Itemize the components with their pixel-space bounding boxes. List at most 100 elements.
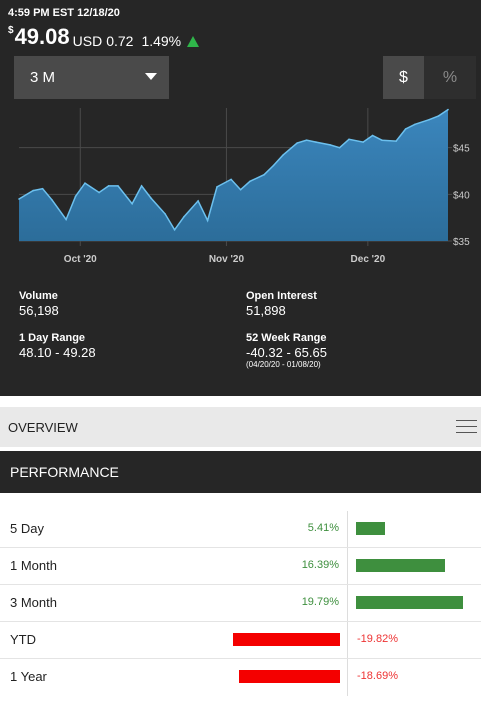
chart-data-point [428,118,430,121]
performance-row-value: 5.41% [307,522,339,534]
overview-title: OVERVIEW [8,419,78,435]
chart-data-point [230,178,232,181]
stat-52-week-value: -40.32 - 65.65 [246,345,327,360]
hamburger-menu-icon[interactable] [456,420,477,435]
chart-data-point [183,215,185,218]
price-chart[interactable]: Oct '20 Nov '20 Dec '20 $35 $40 $45 [0,100,481,270]
performance-row: YTD -19.82% [0,622,481,659]
range-select-value: 3 M [30,69,56,86]
chart-data-point [107,185,110,187]
stat-volume-label: Volume [19,290,58,302]
chart-data-point [164,213,166,215]
performance-row-label: YTD [10,632,36,647]
chart-data-point [41,187,44,190]
performance-bar [356,522,386,535]
performance-bar [239,670,340,683]
performance-row-value: -18.69% [357,670,398,682]
chart-data-point [197,200,199,202]
chart-data-point [249,180,251,183]
currency-symbol: $ [8,25,14,36]
performance-row: 1 Month 16.39% [0,548,481,585]
stat-day-range-value: 48.10 - 49.28 [19,345,96,360]
stat-52-week-range: 52 Week Range -40.32 - 65.65 (04/20/20 -… [246,332,327,370]
performance-column-divider [347,585,348,622]
stat-52-week-dates: (04/20/20 - 01/08/20) [246,360,321,369]
performance-row: 1 Year -18.69% [0,659,481,696]
stat-open-interest-label: Open Interest [246,290,317,302]
stat-volume-value: 56,198 [19,303,59,318]
chart-data-point [65,218,67,221]
performance-bar [356,596,463,609]
chart-data-point [98,191,100,194]
chart-data-point [173,229,176,231]
performance-header: PERFORMANCE [0,451,481,493]
performance-bar [233,633,340,646]
performance-row: 3 Month 19.79% [0,585,481,622]
chart-x-tick-label: Dec '20 [351,254,386,265]
chart-data-point [272,164,275,167]
stat-52-week-label: 52 Week Range [246,332,327,344]
chart-data-point [140,185,143,187]
chart-data-point [51,199,53,201]
chart-data-point [362,141,364,143]
performance-row-value: 19.79% [301,596,339,608]
chart-data-point [263,173,265,176]
chart-data-point [282,154,284,156]
price-row: $ 49.08 USD 0.72 1.49% [8,24,200,50]
performance-column-divider [347,511,348,548]
chart-data-point [447,108,449,111]
chart-data-point [395,140,397,142]
last-price: 49.08 [14,24,70,49]
unit-toggle-dollar[interactable]: $ [383,56,424,99]
chart-data-point [315,141,317,143]
performance-row-divider [0,658,481,659]
range-select[interactable]: 3 M [14,56,169,99]
chart-data-point [74,195,77,197]
quote-timestamp: 4:59 PM EST 12/18/20 [8,7,120,19]
unit-toggle-percent[interactable]: % [424,56,476,99]
chart-data-point [414,123,416,126]
chart-data-point [296,142,298,144]
chart-data-point [305,139,308,141]
chart-x-tick-label: Nov '20 [209,254,245,265]
chart-data-point [404,128,407,130]
stat-open-interest-value: 51,898 [246,303,286,318]
stat-open-interest: Open Interest 51,898 [246,290,317,318]
performance-row-label: 3 Month [10,595,57,610]
performance-row: 5 Day 5.41% [0,511,481,548]
chart-data-point [84,182,86,184]
chart-data-point [32,189,34,192]
chart-data-point [437,115,440,117]
performance-bar [356,559,445,572]
stat-day-range: 1 Day Range 48.10 - 49.28 [19,332,96,360]
performance-row-divider [0,621,481,622]
chart-area-fill [19,109,448,241]
chart-data-point [131,202,133,205]
stat-volume: Volume 56,198 [19,290,59,318]
performance-column-divider [347,622,348,659]
performance-row-value: 16.39% [301,559,339,571]
price-unit: USD [72,33,103,49]
chart-series-line [18,108,449,232]
performance-row-label: 1 Month [10,558,57,573]
chart-y-tick-label: $35 [453,237,470,248]
chart-data-point [348,138,350,141]
performance-row-value: -19.82% [357,633,398,645]
chart-y-tick-label: $45 [453,144,470,155]
chart-data-point [239,188,242,191]
price-change-percent: 1.49% [141,33,182,49]
triangle-up-icon [187,36,200,47]
chart-data-point [381,139,383,141]
performance-row-divider [0,547,481,548]
performance-column-divider [347,659,348,696]
chevron-down-icon [145,73,157,80]
price-change: 0.72 [106,33,134,49]
chart-data-point [18,198,20,200]
stat-day-range-label: 1 Day Range [19,332,86,344]
chart-data-point [150,197,152,199]
quote-panel: 4:59 PM EST 12/18/20 $ 49.08 USD 0.72 1.… [0,0,481,396]
chart-data-point [329,144,331,146]
performance-row-label: 5 Day [10,521,44,536]
chart-data-point [117,185,119,187]
performance-title: PERFORMANCE [10,464,119,480]
